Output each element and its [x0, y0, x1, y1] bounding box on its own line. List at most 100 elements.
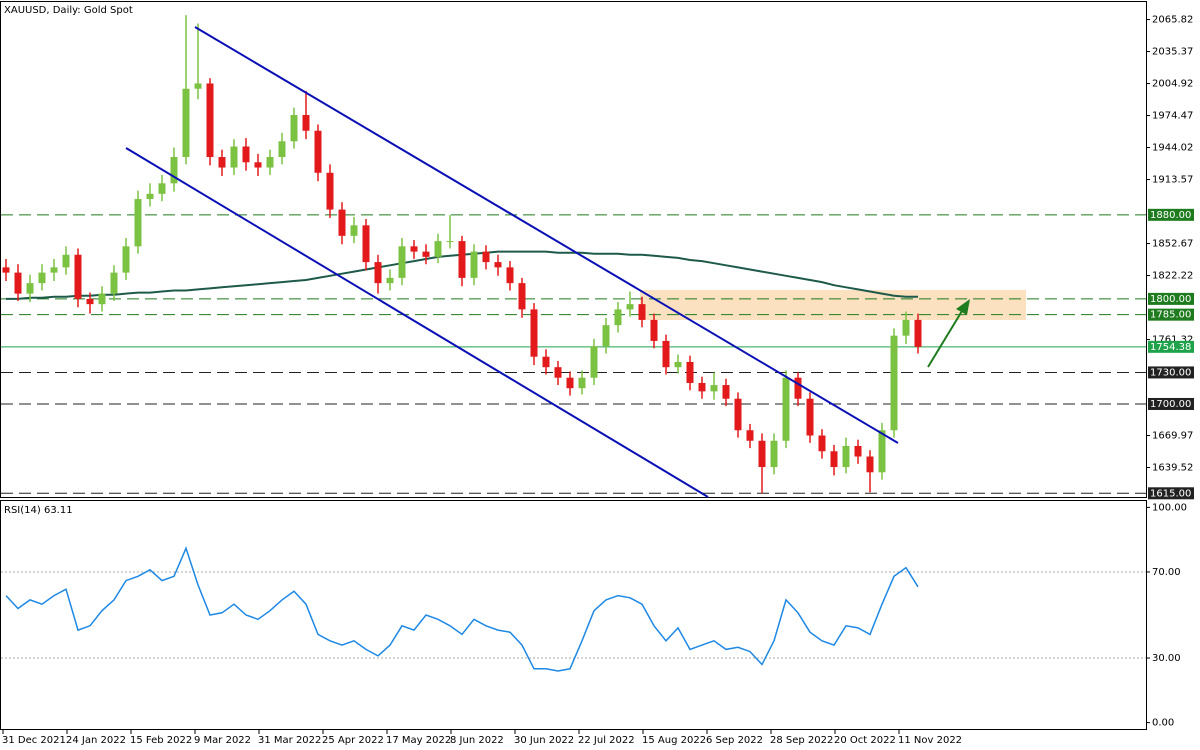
- candle-body: [710, 385, 718, 392]
- channel-lower: [125, 147, 709, 498]
- candle-body: [662, 340, 670, 368]
- candle-body: [122, 246, 130, 273]
- candle-body: [818, 435, 826, 452]
- candle-body: [266, 157, 274, 168]
- candle-body: [626, 304, 634, 310]
- level-label: 1615.00: [1150, 488, 1191, 499]
- x-tick-label: 20 Oct 2022: [834, 735, 896, 746]
- candle-body: [14, 272, 22, 294]
- candle-body: [746, 430, 754, 441]
- level-label-bg: [1148, 292, 1194, 305]
- candle-body: [458, 241, 466, 278]
- candle-body: [782, 377, 790, 441]
- candle-body: [242, 146, 250, 163]
- candle-body: [530, 309, 538, 357]
- candle-body: [206, 83, 214, 158]
- candle-body: [50, 267, 58, 273]
- candle-body: [2, 267, 10, 273]
- candle-body: [62, 254, 70, 268]
- level-label-bg: [1148, 397, 1194, 410]
- y-tick-label: 1639.52: [1152, 463, 1193, 474]
- candle-body: [794, 377, 802, 399]
- chart-title: XAUUSD, Daily: Gold Spot: [4, 5, 133, 16]
- candle-body: [194, 83, 202, 89]
- candle-body: [878, 430, 886, 473]
- candle-body: [386, 277, 394, 284]
- candle-body: [314, 130, 322, 173]
- candle-body: [254, 162, 262, 168]
- candle-body: [602, 325, 610, 347]
- level-label-bg: [1148, 487, 1194, 500]
- candle-body: [338, 209, 346, 236]
- candle-body: [830, 451, 838, 468]
- candle-body: [74, 254, 82, 299]
- level-label: 1800.00: [1150, 294, 1191, 305]
- x-tick-label: 8 Jun 2022: [450, 735, 504, 746]
- candle-body: [638, 304, 646, 320]
- candle-body: [722, 385, 730, 399]
- candle-body: [110, 272, 118, 294]
- candle-body: [446, 241, 454, 243]
- level-label-bg: [1148, 208, 1194, 221]
- level-label: 1785.00: [1150, 310, 1191, 321]
- x-tick-label: 9 Mar 2022: [194, 735, 251, 746]
- x-tick-label: 24 Jan 2022: [66, 735, 126, 746]
- y-tick-label: 2065.82: [1152, 15, 1193, 26]
- x-tick-label: 22 Jul 2022: [578, 735, 635, 746]
- candle-body: [806, 398, 814, 436]
- candle-body: [686, 361, 694, 383]
- arrow-head: [956, 299, 970, 315]
- x-tick-label: 30 Jun 2022: [514, 735, 574, 746]
- candle-body: [26, 283, 34, 294]
- candle-body: [302, 114, 310, 131]
- candle-body: [674, 361, 682, 368]
- price-panel: [0, 1, 1147, 498]
- x-tick-label: 17 May 2022: [386, 735, 451, 746]
- y-tick-label: 70.00: [1152, 567, 1181, 578]
- candle-body: [542, 356, 550, 368]
- candle-body: [374, 262, 382, 284]
- candle-body: [506, 267, 514, 284]
- candle-body: [698, 382, 706, 392]
- level-label-bg: [1148, 308, 1194, 321]
- y-tick-label: 30.00: [1152, 653, 1181, 664]
- candle-body: [170, 157, 178, 184]
- candle-body: [98, 293, 106, 305]
- candle-body: [146, 193, 154, 200]
- level-label: 1754.38: [1150, 342, 1191, 353]
- candle-body: [902, 319, 910, 336]
- candle-body: [566, 377, 574, 389]
- candle-body: [518, 283, 526, 310]
- y-tick-label: 0.00: [1152, 718, 1174, 729]
- candle-body: [278, 141, 286, 158]
- candle-body: [218, 157, 226, 168]
- candle-body: [590, 346, 598, 378]
- candle-body: [350, 225, 358, 236]
- candle-body: [914, 319, 922, 347]
- candle-body: [422, 251, 430, 257]
- candle-body: [326, 172, 334, 210]
- candle-body: [398, 246, 406, 278]
- y-tick-label: 100.00: [1152, 502, 1187, 513]
- x-tick-label: 31 Mar 2022: [258, 735, 321, 746]
- candle-body: [890, 335, 898, 431]
- candle-body: [650, 319, 658, 341]
- candle-body: [482, 251, 490, 263]
- candle-body: [38, 272, 46, 284]
- rsi-title: RSI(14) 63.11: [4, 505, 73, 516]
- y-tick-label: 1669.97: [1152, 431, 1193, 442]
- y-tick-label: 1822.22: [1152, 271, 1193, 282]
- candle-body: [554, 367, 562, 378]
- x-tick-label: 28 Sep 2022: [770, 735, 833, 746]
- candle-body: [182, 88, 190, 158]
- level-label: 1700.00: [1150, 399, 1191, 410]
- candle-body: [434, 241, 442, 257]
- arrow-shaft: [927, 310, 963, 368]
- candle-body: [614, 309, 622, 326]
- candle-body: [854, 446, 862, 457]
- candle-body: [86, 298, 94, 305]
- y-tick-label: 1852.67: [1152, 239, 1193, 250]
- candle-body: [578, 377, 586, 389]
